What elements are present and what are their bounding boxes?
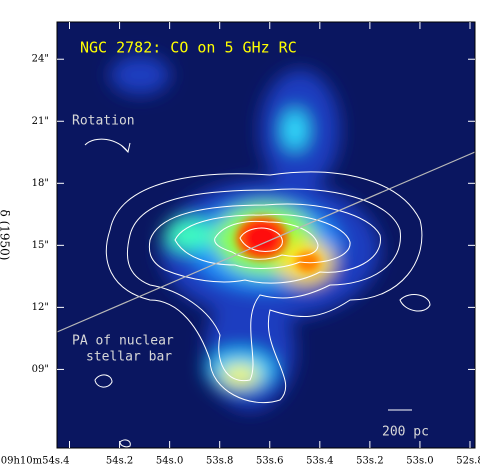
x-tick-label: 53s.8: [206, 456, 233, 467]
annotation: PA of nuclear: [72, 334, 174, 349]
x-tick-label: 53s.4: [306, 456, 333, 467]
x-tick-label: 09h10m54s.4: [1, 456, 70, 467]
frame: [56, 21, 476, 449]
x-tick-label: 52s.8: [456, 456, 480, 467]
y-axis-label: δ (1950): [0, 210, 12, 261]
co-emission: [57, 55, 475, 448]
y-tick-label: 12": [32, 302, 49, 313]
y-tick-label: 15": [32, 240, 49, 251]
annotation: 200 pc: [382, 425, 429, 440]
x-tick-label: 54s.2: [106, 456, 133, 467]
annotation: stellar bar: [86, 350, 172, 365]
x-tick-label: 54s.0: [156, 456, 183, 467]
x-tick-label: 53s.6: [256, 456, 283, 467]
annotation: Rotation: [72, 114, 135, 129]
chart-title: NGC 2782: CO on 5 GHz RC: [80, 39, 297, 57]
y-tick-label: 24": [32, 54, 49, 65]
y-tick-label: 09": [32, 364, 49, 375]
x-tick-label: 53s.2: [356, 456, 383, 467]
y-tick-label: 18": [32, 178, 49, 189]
y-tick-label: 21": [32, 116, 49, 127]
radio-contours: [84, 138, 431, 448]
x-tick-label: 53s.0: [406, 456, 433, 467]
bar-pa-line: [57, 151, 475, 333]
